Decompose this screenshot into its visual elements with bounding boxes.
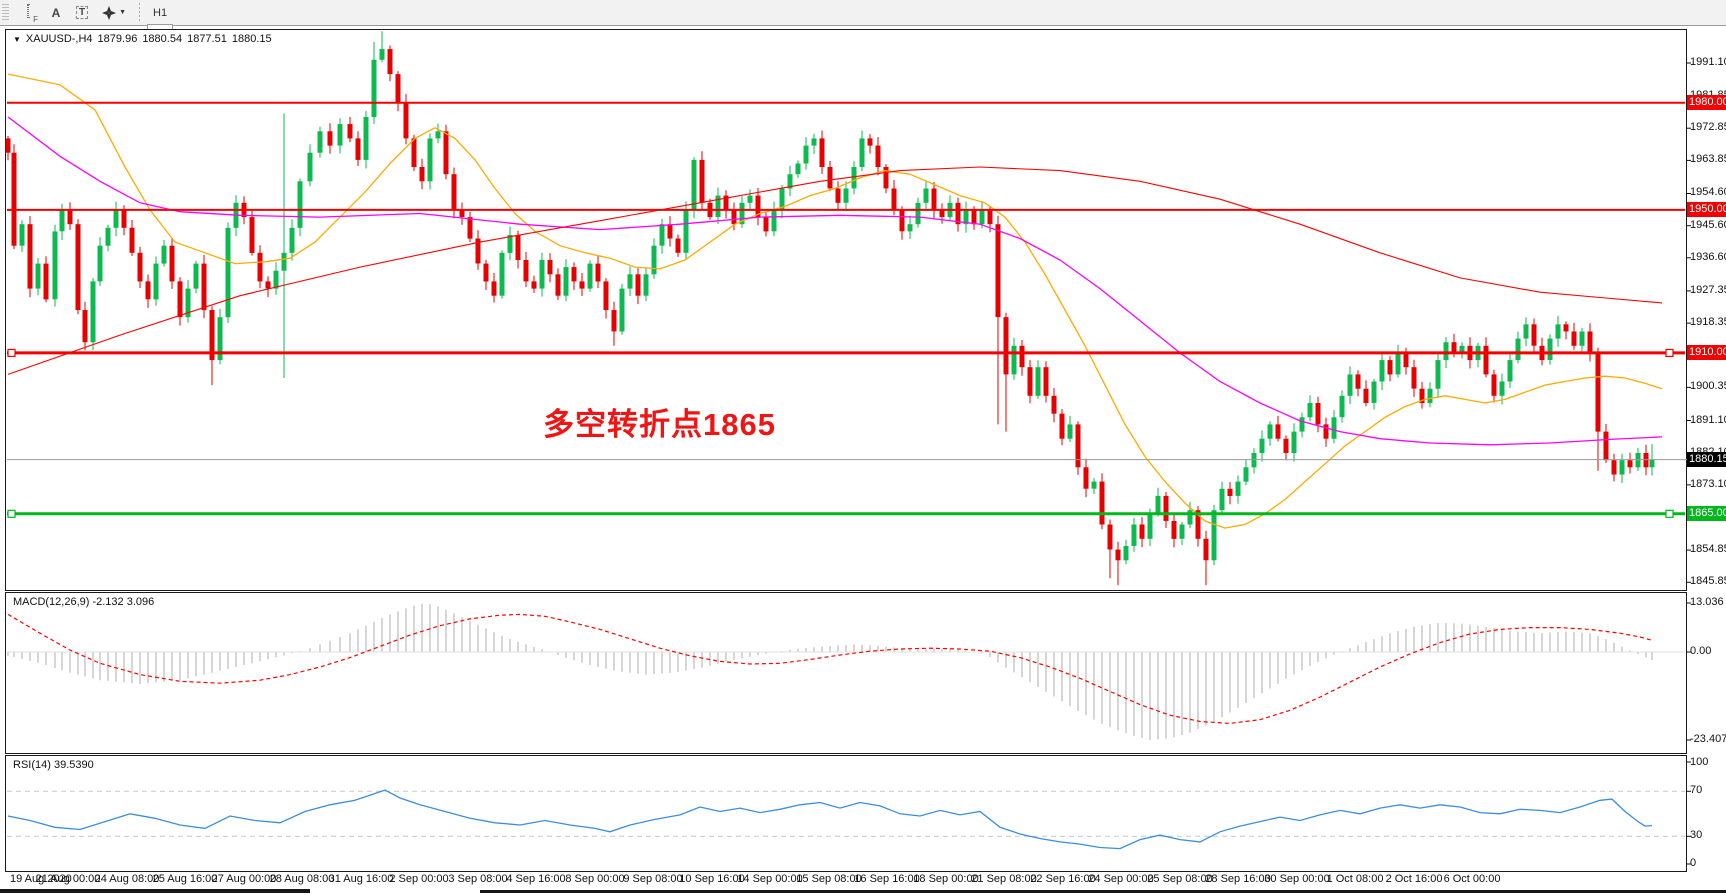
symbol-info: ▼ XAUUSD-,H4 1879.96 1880.54 1877.51 188… — [13, 33, 272, 45]
price-tick-label: 1873.10 — [1690, 477, 1726, 490]
current-price-label: 1880.15 — [1687, 451, 1726, 467]
date-label: 27 Aug 00:00 — [211, 873, 277, 885]
price-line-label-1865.00: 1865.00 — [1687, 505, 1726, 521]
date-label: 16 Sep 16:00 — [854, 873, 920, 885]
main-chart-panel[interactable] — [5, 29, 1687, 591]
date-label: 2 Sep 00:00 — [389, 873, 449, 885]
price-tick-label: 1991.10 — [1690, 56, 1726, 68]
macd-tick-label: 0.00 — [1690, 645, 1712, 657]
date-label: 15 Sep 08:00 — [796, 873, 862, 885]
macd-panel[interactable] — [5, 592, 1687, 754]
price-line-label-1980.00: 1980.00 — [1687, 94, 1726, 110]
letter-a-icon: A — [51, 5, 61, 20]
price-scale[interactable]: 1991.101981.851972.851963.851954.601945.… — [1687, 0, 1726, 895]
drawing-tools-button[interactable]: ▼ — [96, 2, 132, 24]
dotted-grid-icon: F — [20, 3, 38, 24]
rsi-tick-label: 70 — [1690, 784, 1703, 797]
date-label: 9 Sep 08:00 — [623, 873, 683, 885]
chart-text-annotation[interactable]: 多空转折点1865 — [543, 407, 776, 442]
price-tick-label: 1954.60 — [1690, 186, 1726, 199]
toolbar: F A T ▼ M1M5M15M30H1H4D1W1MN — [0, 0, 1726, 107]
price-tick-label: 1972.85 — [1690, 121, 1726, 134]
rsi-tick-label: 0 — [1690, 857, 1697, 869]
chart-grid-button[interactable]: F — [14, 2, 42, 24]
quote-close: 1880.15 — [231, 33, 272, 45]
date-label: 28 Aug 08:00 — [269, 873, 335, 885]
price-line-label-1910.00: 1910.00 — [1687, 344, 1726, 360]
price-tick-label: 1963.85 — [1690, 153, 1726, 166]
price-tick-label: 1945.60 — [1690, 218, 1726, 231]
date-label: 31 Aug 16:00 — [328, 873, 394, 885]
symbol-name: XAUUSD-,H4 — [25, 33, 93, 45]
date-label: 25 Aug 16:00 — [152, 873, 218, 885]
price-tick-label: 1845.85 — [1690, 575, 1726, 588]
date-label: 30 Sep 00:00 — [1264, 873, 1330, 885]
shapes-icon — [102, 5, 117, 20]
date-label: 6 Oct 00:00 — [1443, 873, 1501, 885]
price-line-label-1950.00: 1950.00 — [1687, 201, 1726, 217]
price-tick-label: 1927.35 — [1690, 283, 1726, 296]
toolbar-grip[interactable] — [2, 3, 9, 22]
rsi-indicator-label: RSI(14) 39.5390 — [13, 759, 94, 771]
rsi-tick-label: 30 — [1690, 829, 1703, 842]
date-label: 8 Sep 00:00 — [565, 873, 625, 885]
date-label: 3 Sep 08:00 — [448, 873, 508, 885]
date-label: 24 Sep 00:00 — [1088, 873, 1154, 885]
symbol-dropdown-arrow-icon[interactable]: ▼ — [13, 34, 21, 44]
rsi-panel[interactable] — [5, 755, 1687, 872]
price-tick-label: 1900.35 — [1690, 380, 1726, 393]
timeframe-button-h1[interactable]: H1 — [147, 2, 173, 24]
letter-t-icon: T — [76, 6, 89, 19]
quote-low: 1877.51 — [187, 33, 227, 45]
macd-tick-label: 13.036 — [1690, 595, 1724, 608]
date-label: 24 Aug 08:00 — [94, 873, 160, 885]
quote-open: 1879.96 — [97, 33, 138, 45]
date-label: 2 Oct 16:00 — [1385, 873, 1443, 885]
date-label: 25 Sep 08:00 — [1147, 873, 1213, 885]
macd-tick-label: -23.407 — [1690, 732, 1726, 745]
rsi-tick-label: 100 — [1690, 756, 1709, 768]
price-tick-label: 1854.85 — [1690, 543, 1726, 556]
date-label: 1 Oct 08:00 — [1326, 873, 1384, 885]
quote-high: 1880.54 — [142, 33, 183, 45]
date-label: 14 Sep 00:00 — [737, 873, 803, 885]
date-label: 19 Aug 2020 — [10, 873, 72, 885]
date-label: 18 Sep 00:00 — [913, 873, 979, 885]
macd-indicator-label: MACD(12,26,9) -2.132 3.096 — [13, 596, 155, 608]
toolbar-separator — [139, 2, 141, 23]
date-label: 22 Sep 16:00 — [1030, 873, 1096, 885]
price-tick-label: 1936.60 — [1690, 250, 1726, 263]
date-label: 28 Sep 16:00 — [1205, 873, 1271, 885]
date-label: 21 Aug 00:00 — [35, 873, 101, 885]
bottom-edge-left — [0, 889, 310, 893]
text-tool-button[interactable]: A — [44, 2, 68, 24]
time-axis[interactable]: 19 Aug 2020 21 Aug 00:00 24 Aug 08:00 25 Au… — [0, 872, 1726, 888]
chevron-down-icon: ▼ — [119, 9, 127, 16]
date-label: 21 Sep 08:00 — [971, 873, 1037, 885]
date-label: 10 Sep 16:00 — [679, 873, 745, 885]
price-tick-label: 1918.35 — [1690, 316, 1726, 329]
price-tick-label: 1891.10 — [1690, 413, 1726, 426]
date-label: 4 Sep 16:00 — [506, 873, 566, 885]
text-label-tool-button[interactable]: T — [70, 2, 94, 24]
bottom-edge-right — [480, 890, 1726, 893]
